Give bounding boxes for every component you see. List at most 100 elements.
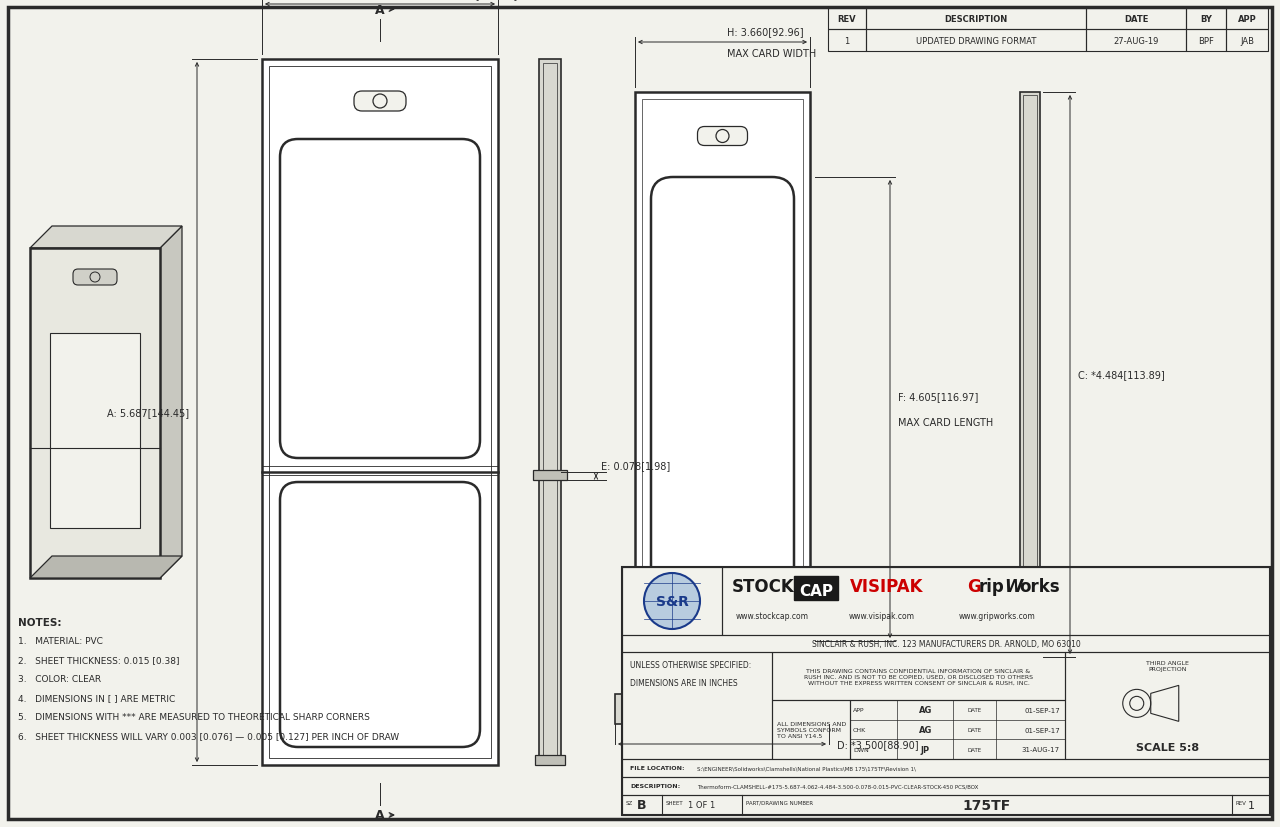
Bar (643, 100, 803, 650)
Text: JAB: JAB (1240, 36, 1254, 45)
Text: VISIPAK: VISIPAK (850, 577, 923, 595)
Text: Thermoform-CLAMSHELL-#175-5.687-4.062-4.484-3.500-0.078-0.015-PVC-CLEAR-STOCK-45: Thermoform-CLAMSHELL-#175-5.687-4.062-4.… (698, 783, 978, 789)
Bar (614, 694, 829, 724)
Bar (1023, 96, 1037, 654)
Text: CAP: CAP (799, 584, 833, 599)
Bar (269, 67, 492, 758)
Polygon shape (50, 333, 140, 528)
Text: DWN: DWN (852, 747, 869, 752)
Text: A: A (375, 3, 394, 17)
Text: D: *3.500[88.90]: D: *3.500[88.90] (837, 739, 919, 749)
Bar (1187, 8, 1226, 30)
Text: A: 5.687[144.45]: A: 5.687[144.45] (106, 408, 189, 418)
Text: DESCRIPTION:: DESCRIPTION: (630, 783, 680, 789)
Text: F: 4.605[116.97]: F: 4.605[116.97] (899, 391, 978, 402)
Text: DATE: DATE (968, 747, 982, 752)
Text: 6.   SHEET THICKNESS WILL VARY 0.003 [0.076] — 0.005 [0.127] PER INCH OF DRAW: 6. SHEET THICKNESS WILL VARY 0.003 [0.07… (18, 731, 399, 740)
Bar (772, 653, 1065, 700)
Text: www.gripworks.com: www.gripworks.com (959, 612, 1036, 621)
Text: S&R: S&R (655, 595, 689, 609)
Bar (1226, 8, 1268, 30)
Bar (1226, 30, 1268, 52)
Bar (772, 700, 850, 759)
Bar (622, 567, 1270, 815)
Text: DATE: DATE (1124, 15, 1148, 23)
Circle shape (90, 273, 100, 283)
Bar (539, 60, 561, 765)
Text: DIMENSIONS ARE IN INCHES: DIMENSIONS ARE IN INCHES (630, 678, 737, 687)
Text: www.visipak.com: www.visipak.com (849, 612, 915, 621)
Text: MAX CARD WIDTH: MAX CARD WIDTH (727, 49, 817, 59)
FancyBboxPatch shape (73, 270, 116, 285)
Bar (622, 759, 1270, 777)
Text: 1: 1 (1248, 800, 1254, 810)
Text: SINCLAIR & RUSH, INC. 123 MANUFACTURERS DR. ARNOLD, MO 63010: SINCLAIR & RUSH, INC. 123 MANUFACTURERS … (812, 639, 1080, 648)
FancyBboxPatch shape (652, 178, 794, 641)
Text: E: 0.078[1.98]: E: 0.078[1.98] (602, 461, 671, 471)
Bar (1085, 8, 1187, 30)
Bar (622, 567, 722, 635)
Text: REV: REV (837, 15, 856, 23)
Text: REV: REV (1236, 800, 1247, 805)
Bar (621, 698, 824, 720)
Bar (794, 576, 838, 600)
Text: C: *4.484[113.89]: C: *4.484[113.89] (1078, 370, 1165, 380)
Text: W: W (1004, 577, 1023, 595)
Bar (1015, 648, 1044, 657)
Bar (828, 30, 867, 52)
Circle shape (1039, 645, 1047, 653)
Bar (532, 471, 567, 480)
Text: 2.   SHEET THICKNESS: 0.015 [0.38]: 2. SHEET THICKNESS: 0.015 [0.38] (18, 655, 179, 664)
Text: THIS DRAWING CONTAINS CONFIDENTIAL INFORMATION OF SINCLAIR &
RUSH INC. AND IS NO: THIS DRAWING CONTAINS CONFIDENTIAL INFOR… (804, 668, 1033, 685)
Text: JP: JP (920, 745, 929, 753)
FancyBboxPatch shape (280, 482, 480, 747)
Text: APP: APP (852, 708, 864, 713)
Bar (1020, 93, 1039, 657)
Text: AG: AG (919, 725, 932, 734)
Text: UPDATED DRAWING FORMAT: UPDATED DRAWING FORMAT (915, 36, 1037, 45)
Text: ALL DIMENSIONS AND
SYMBOLS CONFORM
TO ANSI Y14.5: ALL DIMENSIONS AND SYMBOLS CONFORM TO AN… (777, 721, 846, 738)
Text: 4.   DIMENSIONS IN [ ] ARE METRIC: 4. DIMENSIONS IN [ ] ARE METRIC (18, 693, 175, 702)
Text: www.stockcap.com: www.stockcap.com (736, 612, 809, 621)
Bar (535, 755, 564, 765)
Text: 5.   DIMENSIONS WITH *** ARE MEASURED TO THEORETICAL SHARP CORNERS: 5. DIMENSIONS WITH *** ARE MEASURED TO T… (18, 712, 370, 721)
Text: H: 3.660[92.96]: H: 3.660[92.96] (727, 27, 804, 37)
Text: SCALE 5:8: SCALE 5:8 (1135, 742, 1199, 752)
Text: NOTES:: NOTES: (18, 617, 61, 627)
Text: BY: BY (1201, 15, 1212, 23)
Circle shape (372, 95, 387, 109)
Polygon shape (29, 249, 160, 578)
Text: AG: AG (919, 705, 932, 715)
Circle shape (644, 573, 700, 629)
Text: 175TF: 175TF (963, 798, 1011, 812)
Text: 3.   COLOR: CLEAR: 3. COLOR: CLEAR (18, 674, 101, 683)
FancyBboxPatch shape (280, 140, 480, 458)
Text: SHEET: SHEET (666, 800, 684, 805)
Polygon shape (29, 557, 182, 578)
Text: rip: rip (979, 577, 1005, 595)
Text: APP: APP (1238, 15, 1257, 23)
Text: orks: orks (1019, 577, 1060, 595)
Circle shape (716, 131, 730, 143)
Bar (1065, 653, 1270, 759)
Bar (635, 93, 810, 657)
Bar (850, 700, 1065, 759)
FancyBboxPatch shape (355, 92, 406, 112)
Bar (867, 30, 1085, 52)
Text: UNLESS OTHERWISE SPECIFIED:: UNLESS OTHERWISE SPECIFIED: (630, 660, 751, 669)
Text: PART/DRAWING NUMBER: PART/DRAWING NUMBER (746, 800, 813, 805)
Bar (828, 8, 867, 30)
Text: 01-SEP-17: 01-SEP-17 (1024, 727, 1060, 733)
Text: BPF: BPF (1198, 36, 1213, 45)
Text: G: G (966, 577, 980, 595)
Text: 1 OF 1: 1 OF 1 (689, 801, 716, 810)
Text: 1: 1 (845, 36, 850, 45)
Text: DATE: DATE (968, 708, 982, 713)
Polygon shape (160, 227, 182, 578)
Text: 31-AUG-17: 31-AUG-17 (1021, 746, 1060, 753)
Bar (622, 795, 1270, 815)
Text: THIRD ANGLE
PROJECTION: THIRD ANGLE PROJECTION (1146, 660, 1189, 671)
Text: CHK: CHK (852, 727, 867, 732)
FancyBboxPatch shape (698, 127, 748, 146)
Bar (722, 567, 1270, 635)
